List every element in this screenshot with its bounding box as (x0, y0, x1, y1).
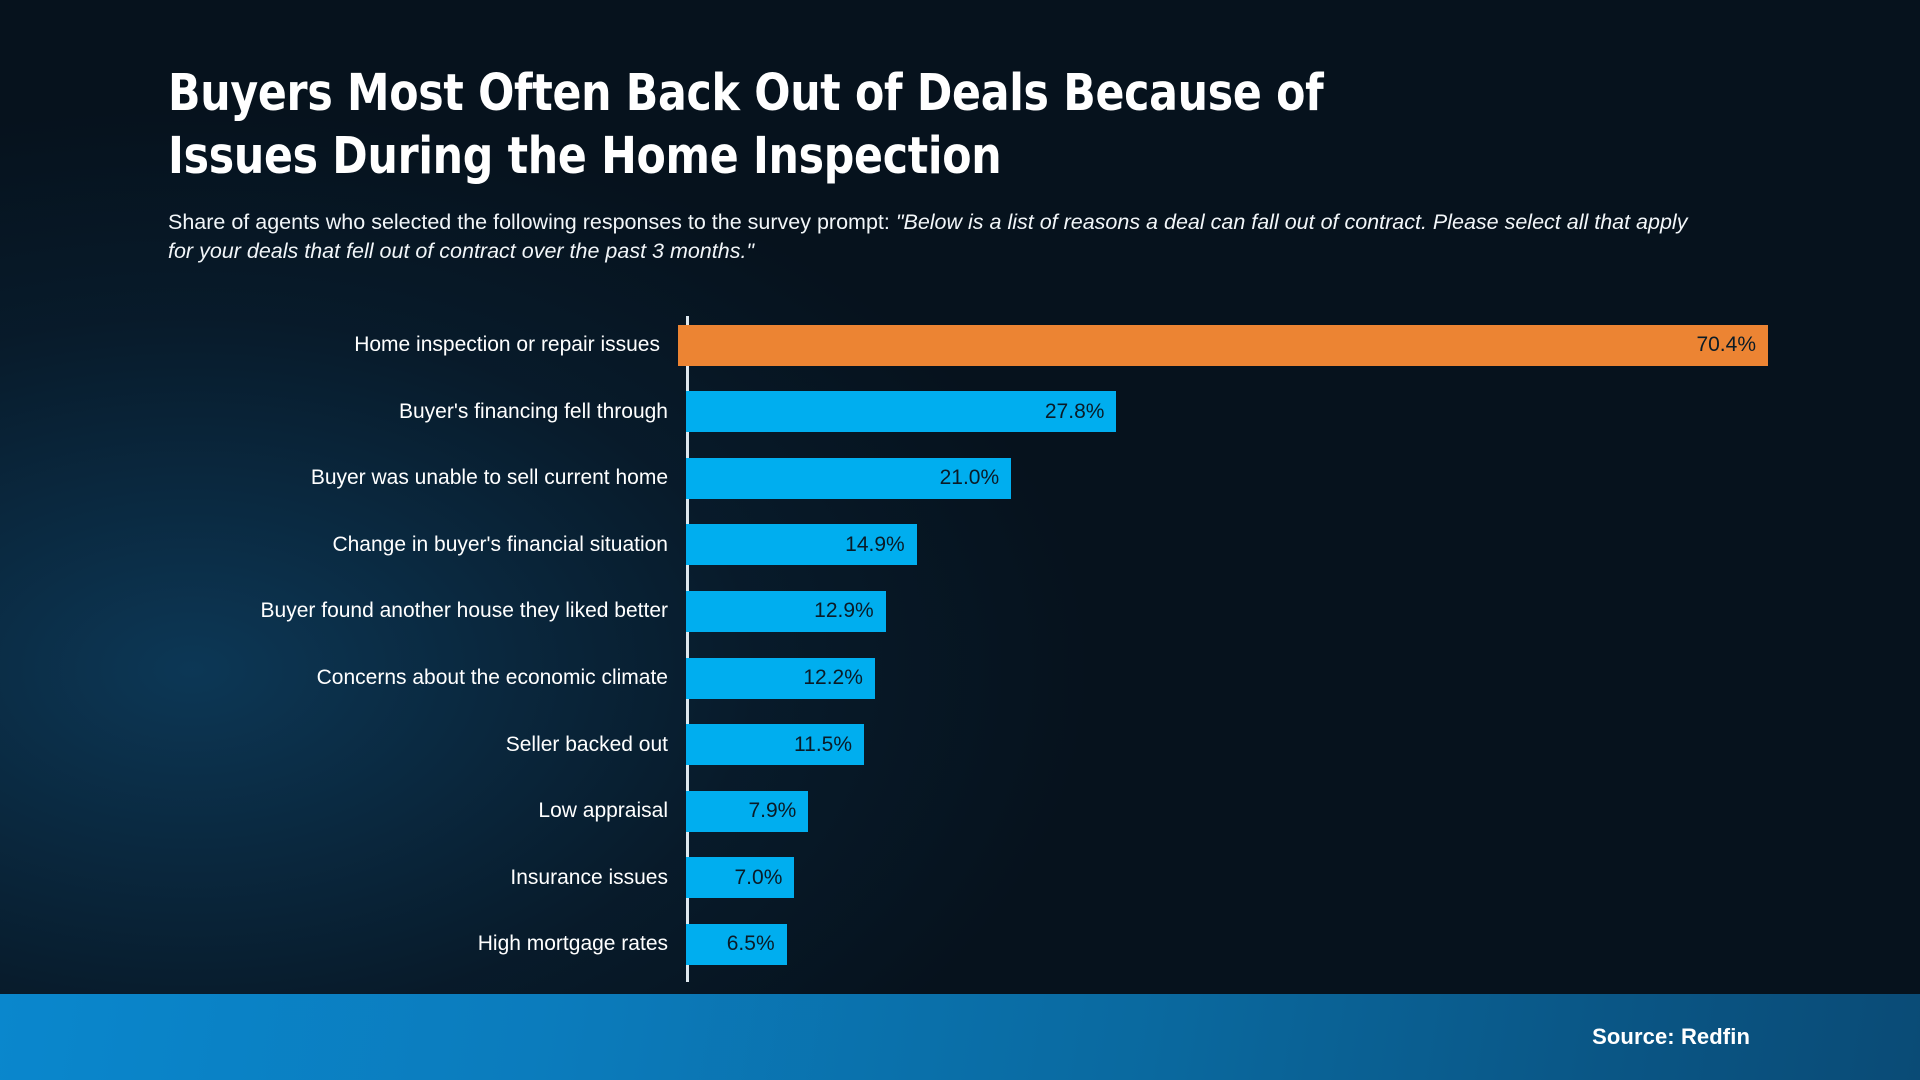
bar[interactable]: 7.9% (686, 790, 809, 832)
bar-row: Buyer's financing fell through 27.8% (168, 379, 1768, 445)
bar-track: 12.2% (686, 645, 1768, 711)
bar-track: 12.9% (686, 578, 1768, 644)
bar[interactable]: 14.9% (686, 524, 917, 566)
bar-track: 6.5% (686, 911, 1768, 977)
bar-value-label: 7.9% (748, 799, 797, 823)
category-label: Buyer's financing fell through (398, 399, 668, 423)
bar-row: Low appraisal 7.9% (168, 778, 1768, 844)
category-label: Buyer was unable to sell current home (310, 466, 668, 490)
y-axis-line (686, 316, 689, 982)
bar-row: Concerns about the economic climate 12.2% (168, 645, 1768, 711)
bar-track: 14.9% (686, 512, 1768, 578)
chart-header: Buyers Most Often Back Out of Deals Beca… (168, 62, 1728, 266)
bar-value-label: 21.0% (939, 466, 1000, 490)
category-label: Seller backed out (505, 732, 668, 756)
bar-value-label: 14.9% (845, 532, 905, 556)
source-label: Source: Redfin (1592, 1024, 1750, 1049)
bar[interactable]: 12.9% (686, 590, 886, 632)
category-label: Home inspection or repair issues (354, 333, 660, 356)
bar-value-label: 70.4% (1696, 333, 1756, 356)
bar-track: 27.8% (686, 379, 1768, 445)
bar-value-label: 12.2% (803, 666, 863, 689)
bar-track: 21.0% (686, 445, 1768, 511)
category-label: Low appraisal (538, 799, 668, 823)
bar-value-label: 12.9% (814, 599, 874, 623)
bar-row: Home inspection or repair issues 70.4% (168, 312, 1768, 378)
bar-track: 11.5% (686, 712, 1768, 778)
category-label: High mortgage rates (477, 932, 668, 956)
bar[interactable]: 6.5% (686, 923, 787, 965)
bar-row: Buyer was unable to sell current home 21.… (168, 445, 1768, 511)
bar-row: Seller backed out 11.5% (168, 712, 1768, 778)
bar[interactable]: 11.5% (686, 724, 865, 766)
bar-track: 7.0% (686, 845, 1768, 911)
category-label: Buyer found another house they liked bet… (260, 599, 668, 623)
chart-subtitle: Share of agents who selected the followi… (168, 208, 1698, 265)
category-label: Change in buyer's financial situation (332, 532, 668, 556)
bar-value-label: 7.0% (734, 865, 783, 889)
footer-bar: Source: Redfin (0, 994, 1920, 1080)
subtitle-quote: "Below is a list of reasons a deal can f… (168, 210, 1688, 264)
category-label: Concerns about the economic climate (316, 666, 668, 689)
bar-row: High mortgage rates 6.5% (168, 911, 1768, 977)
category-label: Insurance issues (510, 865, 668, 889)
bar[interactable]: 12.2% (686, 657, 875, 699)
bar-value-label: 6.5% (726, 932, 775, 956)
bar-row: Buyer found another house they liked bet… (168, 578, 1768, 644)
bar[interactable]: 21.0% (686, 457, 1012, 499)
bar-row: Change in buyer's financial situation 14.… (168, 512, 1768, 578)
bar[interactable]: 7.0% (686, 857, 795, 899)
subtitle-lead: Share of agents who selected the followi… (168, 210, 896, 235)
bar[interactable]: 27.8% (686, 391, 1117, 433)
bar-value-label: 11.5% (794, 732, 853, 756)
bar-track: 7.9% (686, 778, 1768, 844)
page-title: Buyers Most Often Back Out of Deals Beca… (168, 64, 1324, 187)
bar-track: 70.4% (678, 312, 1768, 378)
bar-highlighted[interactable]: 70.4% (678, 324, 1768, 366)
bar-chart-plot: Home inspection or repair issues 70.4% Buy… (168, 312, 1768, 982)
bar-row: Insurance issues 7.0% (168, 845, 1768, 911)
bar-value-label: 27.8% (1044, 399, 1105, 423)
